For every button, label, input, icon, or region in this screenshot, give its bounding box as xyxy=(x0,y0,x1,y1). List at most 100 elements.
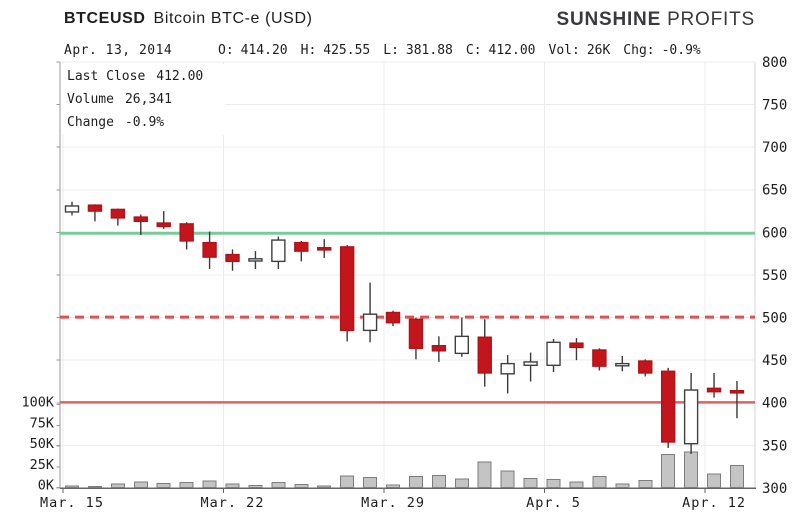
volume-bar xyxy=(592,476,607,488)
volume-bar xyxy=(340,475,355,489)
volume-bar xyxy=(615,483,630,489)
quote-item-value: 381.88 xyxy=(405,43,453,58)
quote-item-label: O: xyxy=(218,43,234,58)
candle-up xyxy=(523,361,538,367)
candle-down xyxy=(317,247,332,251)
price-axis-label: 600 xyxy=(762,225,787,241)
volume-bar xyxy=(317,485,332,488)
quote-item: C: 412.00 xyxy=(466,43,536,58)
volume-bar xyxy=(386,484,401,489)
x-axis-label: Mar. 22 xyxy=(201,495,265,511)
volume-bar xyxy=(179,482,194,488)
volume-bar xyxy=(729,465,744,488)
info-row-value: 26,341 xyxy=(124,92,172,107)
candle-down xyxy=(706,387,722,393)
candle-down xyxy=(294,241,309,252)
x-axis-label: Apr. 12 xyxy=(682,495,746,511)
volume-axis-label: 75K xyxy=(30,415,55,431)
price-axis-label: 800 xyxy=(762,55,787,71)
quote-item: Vol: 26K xyxy=(549,43,611,58)
candle-down xyxy=(408,318,424,349)
volume-bar xyxy=(431,474,446,488)
candle-up xyxy=(546,341,561,367)
ohlc-readout: O: 414.20 H: 425.55 L: 381.88 C: 412.00 Vol: 26K C… xyxy=(218,43,714,58)
axis-labels: Mar. 15 Mar. 22 Mar. 29 Apr. 5 Apr. 12 800 750… xyxy=(21,55,787,511)
volume-axis-label: 25K xyxy=(30,457,55,473)
info-row-value: 412.00 xyxy=(156,69,204,84)
quote-item-value: -0.9% xyxy=(661,43,701,58)
quote-item: H: 425.55 xyxy=(301,43,371,58)
candle-down xyxy=(202,241,217,258)
price-axis-label: 750 xyxy=(762,98,787,114)
candle-down xyxy=(592,349,607,367)
quote-item-label: L: xyxy=(383,43,399,58)
price-axis-label: 350 xyxy=(762,438,787,454)
candle-down xyxy=(729,390,745,394)
quote-item: Chg: -0.9% xyxy=(623,43,700,58)
candle-down xyxy=(385,311,401,324)
candle-down xyxy=(431,345,447,352)
info-row: Volume 26,341 xyxy=(67,88,225,111)
price-axis-label: 550 xyxy=(762,268,787,284)
volume-bar xyxy=(454,478,469,489)
quote-item-value: 414.20 xyxy=(240,43,288,58)
candle-down xyxy=(133,216,148,223)
quote-item-value: 26K xyxy=(586,43,611,58)
quote-date: Apr. 13, 2014 xyxy=(64,43,173,58)
volume-bar xyxy=(110,483,125,488)
logo-text-profits: PROFITS xyxy=(667,9,755,30)
symbol: BTCEUSD xyxy=(64,10,146,27)
candle-up xyxy=(64,205,80,213)
last-close-info-box: Last Close 412.00 Volume 26,341 Change -0.9% xyxy=(61,64,225,135)
chart-title: BTCEUSD Bitcoin BTC-e (USD) xyxy=(64,10,313,28)
quote-item-value: 412.00 xyxy=(488,43,536,58)
info-row-label: Change xyxy=(67,115,114,130)
volume-bar xyxy=(638,479,653,489)
volume-axis-label: 0K xyxy=(38,478,55,494)
volume-bar xyxy=(271,482,286,488)
candle-down xyxy=(156,222,171,228)
volume-bar xyxy=(156,482,171,489)
volume-bar xyxy=(65,485,79,488)
candle-down xyxy=(660,370,676,443)
volume-bar xyxy=(707,473,722,489)
candle-down xyxy=(339,246,355,332)
volume-bar xyxy=(87,485,102,489)
price-axis-label: 700 xyxy=(762,140,787,156)
info-row-label: Volume xyxy=(67,92,114,107)
candle-down xyxy=(110,208,126,219)
volume-bar xyxy=(363,477,378,489)
candle-down xyxy=(87,204,103,212)
price-axis-label: 500 xyxy=(762,311,787,327)
sunshine-profits-logo: SUNSHINE PROFITS xyxy=(556,9,755,31)
x-axis-label: Mar. 29 xyxy=(361,495,425,511)
candle-up xyxy=(248,258,263,262)
volume-bar xyxy=(569,481,584,489)
x-axis-label: Mar. 15 xyxy=(40,495,104,511)
price-axis-label: 300 xyxy=(762,481,787,497)
candle-down xyxy=(179,223,194,242)
volume-bar xyxy=(225,483,240,489)
info-row: Last Close 412.00 xyxy=(67,65,225,88)
quote-item-value: 425.55 xyxy=(323,43,371,58)
price-axis-label: 450 xyxy=(762,353,787,369)
info-row-value: -0.9% xyxy=(124,115,165,130)
volume-bar xyxy=(523,477,538,488)
volume-axis-label: 100K xyxy=(21,395,54,411)
volume-bar xyxy=(500,470,515,488)
candle-down xyxy=(569,342,584,349)
candle-down xyxy=(225,253,240,263)
volume-bar xyxy=(294,484,309,489)
volume-axis-label: 50K xyxy=(30,436,55,452)
volume-bar xyxy=(408,476,423,488)
volume-bar xyxy=(546,479,561,488)
candle-up xyxy=(615,362,630,367)
info-row: Change -0.9% xyxy=(67,111,225,134)
quote-item: L: 381.88 xyxy=(383,43,453,58)
quote-item: O: 414.20 xyxy=(218,43,288,58)
candle-down xyxy=(638,360,653,374)
candles xyxy=(64,201,745,454)
price-axis-label: 400 xyxy=(762,396,787,412)
